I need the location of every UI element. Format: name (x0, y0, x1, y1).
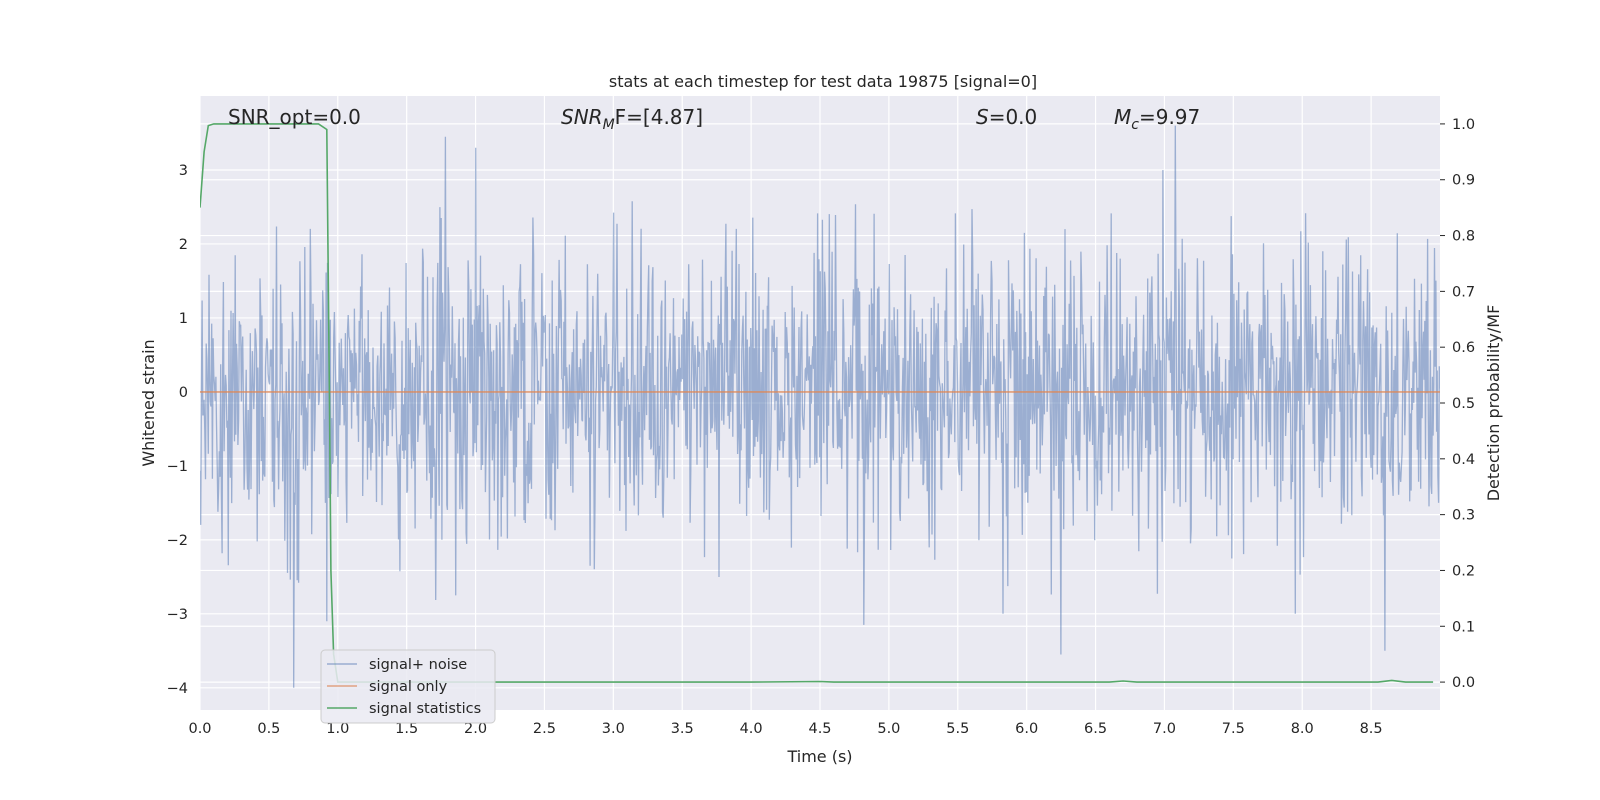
x-tick-label: 6.0 (1015, 721, 1038, 737)
annotation-snr-mf-main: SNR (561, 105, 603, 129)
y2-tick-label: 1.0 (1452, 117, 1475, 133)
series-signal-noise (200, 125, 1440, 688)
annotation-snr-mf-sub: M (603, 117, 615, 133)
y2-tick-label: 0.1 (1452, 619, 1475, 635)
y-axis-label: Whitened strain (139, 339, 158, 466)
annotation-mc-main: M (1114, 105, 1131, 129)
y-tick-label: 3 (179, 163, 188, 179)
x-tick-label: 7.5 (1222, 721, 1245, 737)
x-tick-label: 4.5 (808, 721, 831, 737)
y-tick-label: −4 (167, 681, 188, 697)
annotation-snr-mf-rest: F=[4.87] (615, 105, 703, 129)
x-tick-label: 4.0 (740, 721, 763, 737)
x-tick-label: 1.5 (395, 721, 418, 737)
legend: signal+ noise signal only signal statist… (320, 649, 496, 724)
annotation-snr-mf: SNRMF=[4.87] (561, 105, 703, 133)
y-tick-label: 1 (179, 311, 188, 327)
y2-tick-label: 0.7 (1452, 284, 1475, 300)
annotation-mc-rest: =9.97 (1139, 105, 1200, 129)
y2-tick-label: 0.0 (1452, 675, 1475, 691)
x-tick-label: 0.0 (188, 721, 211, 737)
y2-tick-label: 0.2 (1452, 563, 1475, 579)
x-tick-label: 2.0 (464, 721, 487, 737)
x-tick-label: 1.0 (326, 721, 349, 737)
y2-tick-label: 0.4 (1452, 452, 1475, 468)
y2-tick-label: 0.5 (1452, 396, 1475, 412)
legend-label-signal-only: signal only (369, 679, 448, 695)
y2-tick-label: 0.6 (1452, 340, 1475, 356)
x-tick-label: 8.0 (1291, 721, 1314, 737)
x-tick-label: 8.5 (1360, 721, 1383, 737)
annotation-mc: Mc=9.97 (1114, 105, 1200, 133)
y-tick-label: 0 (179, 385, 188, 401)
series-line-signal-noise (200, 125, 1440, 688)
y2-axis-label: Detection probability/MF (1484, 305, 1503, 502)
annotation-s-rest: =0.0 (989, 105, 1038, 129)
legend-box (320, 649, 496, 724)
annotation-snr-opt: SNR_opt=0.0 (228, 105, 361, 129)
x-tick-label: 5.0 (877, 721, 900, 737)
x-axis-ticks: 0.0 0.5 1.0 1.5 2.0 2.5 3.0 3.5 4.0 4.5 5.0 5.5 6.0 6… (188, 721, 1382, 737)
y2-tick-label: 0.9 (1452, 173, 1475, 189)
y-tick-label: 2 (179, 237, 188, 253)
legend-label-signal-statistics: signal statistics (369, 701, 481, 717)
y2-tick-label: 0.3 (1452, 508, 1475, 524)
x-tick-label: 6.5 (1084, 721, 1107, 737)
y-tick-label: −1 (167, 459, 188, 475)
x-tick-label: 7.0 (1153, 721, 1176, 737)
x-tick-label: 5.5 (946, 721, 969, 737)
x-tick-label: 3.5 (671, 721, 694, 737)
y2-tick-label: 0.8 (1452, 229, 1475, 245)
x-tick-label: 3.0 (602, 721, 625, 737)
x-tick-label: 0.5 (257, 721, 280, 737)
y2-axis-ticks: 1.0 0.9 0.8 0.7 0.6 0.5 0.4 0.3 0.2 0.1 0.0 (1440, 117, 1475, 691)
x-tick-label: 2.5 (533, 721, 556, 737)
x-axis-label: Time (s) (786, 747, 852, 766)
annotation-mc-sub: c (1131, 117, 1139, 133)
annotation-s: S=0.0 (976, 105, 1037, 129)
legend-label-signal-noise: signal+ noise (369, 657, 467, 673)
chart-title: stats at each timestep for test data 198… (609, 72, 1037, 91)
y-tick-label: −3 (167, 607, 188, 623)
annotation-s-main: S (976, 105, 989, 129)
y-axis-ticks: 3 2 1 0 −1 −2 −3 −4 (167, 163, 188, 697)
y-tick-label: −2 (167, 533, 188, 549)
